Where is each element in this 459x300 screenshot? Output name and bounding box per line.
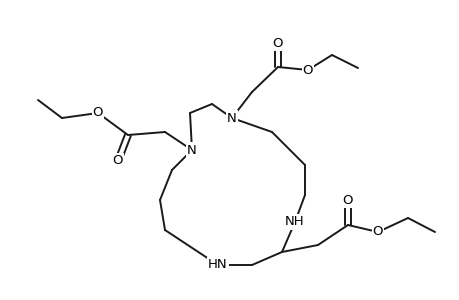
Text: O: O [372,226,382,238]
Text: HN: HN [208,259,227,272]
Text: O: O [342,194,353,206]
Text: NH: NH [285,215,304,229]
Text: O: O [272,37,283,50]
Text: O: O [302,64,313,76]
Text: O: O [93,106,103,119]
Text: N: N [187,143,196,157]
Text: O: O [112,154,123,167]
Text: N: N [227,112,236,124]
